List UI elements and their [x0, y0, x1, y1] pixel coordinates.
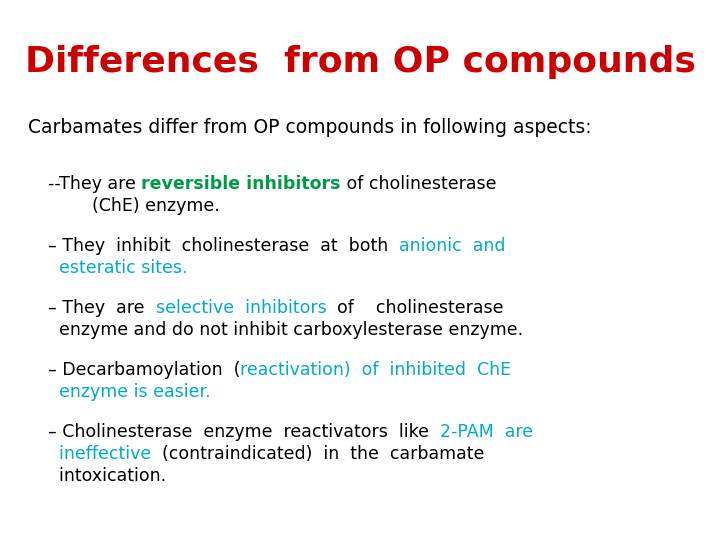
Text: enzyme and do not inhibit carboxylesterase enzyme.: enzyme and do not inhibit carboxylestera…: [48, 321, 523, 339]
Text: of cholinesterase: of cholinesterase: [341, 175, 496, 193]
Text: intoxication.: intoxication.: [48, 467, 166, 485]
Text: enzyme is easier.: enzyme is easier.: [48, 383, 211, 401]
Text: ineffective: ineffective: [48, 445, 151, 463]
Text: Differences  from OP compounds: Differences from OP compounds: [24, 45, 696, 79]
Text: --They are: --They are: [48, 175, 141, 193]
Text: – Decarbamoylation  (: – Decarbamoylation (: [48, 361, 240, 379]
Text: – They  inhibit  cholinesterase  at  both: – They inhibit cholinesterase at both: [48, 237, 400, 255]
Text: Carbamates differ from OP compounds in following aspects:: Carbamates differ from OP compounds in f…: [28, 118, 592, 137]
Text: reactivation)  of  inhibited  ChE: reactivation) of inhibited ChE: [240, 361, 511, 379]
Text: anionic  and: anionic and: [400, 237, 505, 255]
Text: of    cholinesterase: of cholinesterase: [326, 299, 504, 317]
Text: 2-PAM  are: 2-PAM are: [440, 423, 533, 441]
Text: reversible inhibitors: reversible inhibitors: [141, 175, 341, 193]
Text: (contraindicated)  in  the  carbamate: (contraindicated) in the carbamate: [151, 445, 485, 463]
Text: – They  are: – They are: [48, 299, 156, 317]
Text: – Cholinesterase  enzyme  reactivators  like: – Cholinesterase enzyme reactivators lik…: [48, 423, 440, 441]
Text: esteratic sites.: esteratic sites.: [48, 259, 187, 277]
Text: selective  inhibitors: selective inhibitors: [156, 299, 326, 317]
Text: (ChE) enzyme.: (ChE) enzyme.: [48, 197, 220, 215]
